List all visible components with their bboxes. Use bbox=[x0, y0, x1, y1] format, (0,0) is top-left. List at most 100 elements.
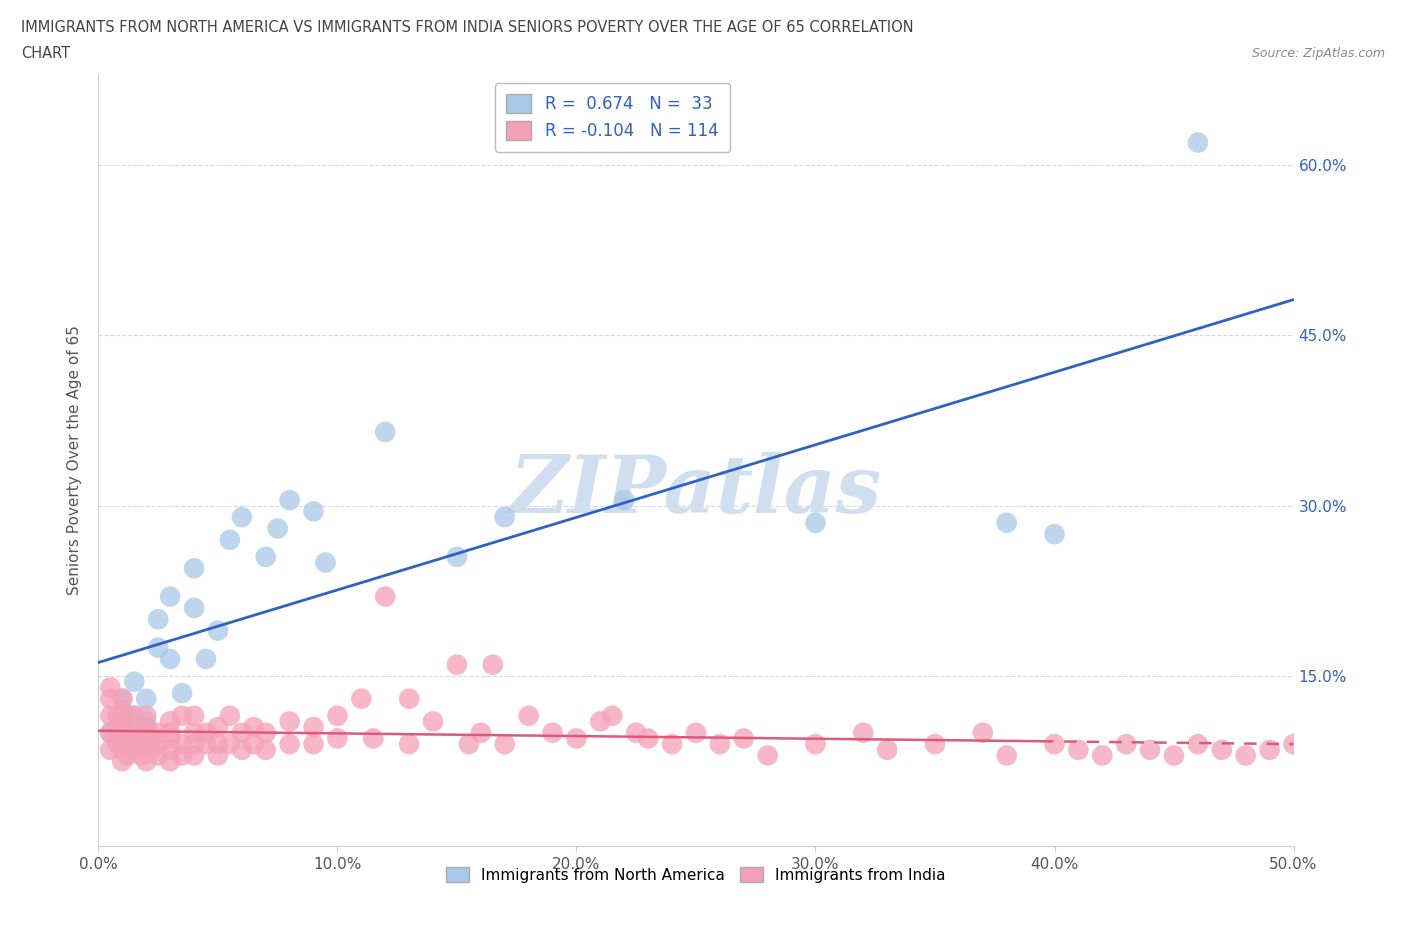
Point bbox=[131, 737, 153, 751]
Point bbox=[111, 731, 134, 746]
Point bbox=[207, 623, 229, 638]
Point bbox=[111, 720, 134, 735]
Point bbox=[111, 737, 134, 751]
Point bbox=[254, 742, 277, 757]
Point bbox=[602, 709, 624, 724]
Point bbox=[231, 725, 253, 740]
Point bbox=[148, 737, 170, 751]
Point bbox=[159, 753, 181, 768]
Text: IMMIGRANTS FROM NORTH AMERICA VS IMMIGRANTS FROM INDIA SENIORS POVERTY OVER THE : IMMIGRANTS FROM NORTH AMERICA VS IMMIGRA… bbox=[21, 20, 914, 35]
Point bbox=[135, 720, 157, 735]
Point bbox=[1043, 526, 1066, 541]
Point bbox=[111, 709, 134, 724]
Point bbox=[115, 748, 138, 763]
Point bbox=[195, 737, 218, 751]
Point bbox=[589, 714, 612, 729]
Point bbox=[219, 532, 242, 547]
Point bbox=[494, 737, 516, 751]
Point bbox=[139, 742, 162, 757]
Point bbox=[1187, 737, 1209, 751]
Point bbox=[363, 731, 385, 746]
Point bbox=[1234, 748, 1257, 763]
Point bbox=[115, 737, 138, 751]
Point bbox=[183, 561, 205, 576]
Point bbox=[315, 555, 337, 570]
Point bbox=[148, 748, 170, 763]
Point bbox=[111, 725, 134, 740]
Point bbox=[124, 709, 146, 724]
Point bbox=[131, 748, 153, 763]
Point bbox=[733, 731, 755, 746]
Point bbox=[398, 737, 420, 751]
Point bbox=[172, 685, 194, 700]
Point bbox=[115, 725, 138, 740]
Point bbox=[302, 720, 325, 735]
Point bbox=[637, 731, 659, 746]
Point bbox=[1139, 742, 1161, 757]
Point bbox=[626, 725, 648, 740]
Point bbox=[98, 680, 122, 695]
Point bbox=[661, 737, 683, 751]
Point bbox=[1211, 742, 1233, 757]
Point bbox=[131, 725, 153, 740]
Point bbox=[159, 714, 181, 729]
Point bbox=[876, 742, 898, 757]
Point bbox=[231, 510, 253, 525]
Point bbox=[494, 510, 516, 525]
Point bbox=[98, 725, 122, 740]
Point bbox=[159, 731, 181, 746]
Point bbox=[124, 674, 146, 689]
Point bbox=[135, 725, 157, 740]
Point bbox=[159, 742, 181, 757]
Point bbox=[1187, 135, 1209, 150]
Point bbox=[111, 742, 134, 757]
Point bbox=[111, 703, 134, 718]
Point bbox=[446, 550, 468, 565]
Point bbox=[374, 589, 396, 604]
Point bbox=[183, 725, 205, 740]
Point bbox=[1258, 742, 1281, 757]
Point bbox=[470, 725, 492, 740]
Point bbox=[1282, 737, 1305, 751]
Text: Source: ZipAtlas.com: Source: ZipAtlas.com bbox=[1251, 46, 1385, 60]
Point bbox=[481, 658, 505, 672]
Point bbox=[135, 714, 157, 729]
Point bbox=[1163, 748, 1185, 763]
Point bbox=[995, 515, 1018, 530]
Point bbox=[219, 709, 242, 724]
Point bbox=[98, 742, 122, 757]
Point bbox=[1115, 737, 1137, 751]
Point bbox=[172, 709, 194, 724]
Point bbox=[135, 753, 157, 768]
Point bbox=[972, 725, 994, 740]
Point bbox=[183, 737, 205, 751]
Point bbox=[98, 725, 122, 740]
Point bbox=[98, 709, 122, 724]
Point bbox=[804, 515, 827, 530]
Point bbox=[111, 691, 134, 706]
Point bbox=[924, 737, 946, 751]
Point bbox=[148, 612, 170, 627]
Point bbox=[302, 504, 325, 519]
Point bbox=[852, 725, 875, 740]
Point bbox=[135, 720, 157, 735]
Point bbox=[107, 731, 129, 746]
Point bbox=[148, 725, 170, 740]
Point bbox=[517, 709, 540, 724]
Point bbox=[278, 737, 301, 751]
Point bbox=[326, 709, 349, 724]
Point bbox=[422, 714, 444, 729]
Point bbox=[111, 753, 134, 768]
Point bbox=[159, 725, 181, 740]
Point bbox=[1091, 748, 1114, 763]
Point bbox=[243, 737, 266, 751]
Point bbox=[446, 658, 468, 672]
Point bbox=[107, 709, 129, 724]
Point bbox=[756, 748, 779, 763]
Point bbox=[254, 725, 277, 740]
Point bbox=[326, 731, 349, 746]
Point bbox=[98, 691, 122, 706]
Point bbox=[709, 737, 731, 751]
Point bbox=[172, 748, 194, 763]
Point bbox=[278, 493, 301, 508]
